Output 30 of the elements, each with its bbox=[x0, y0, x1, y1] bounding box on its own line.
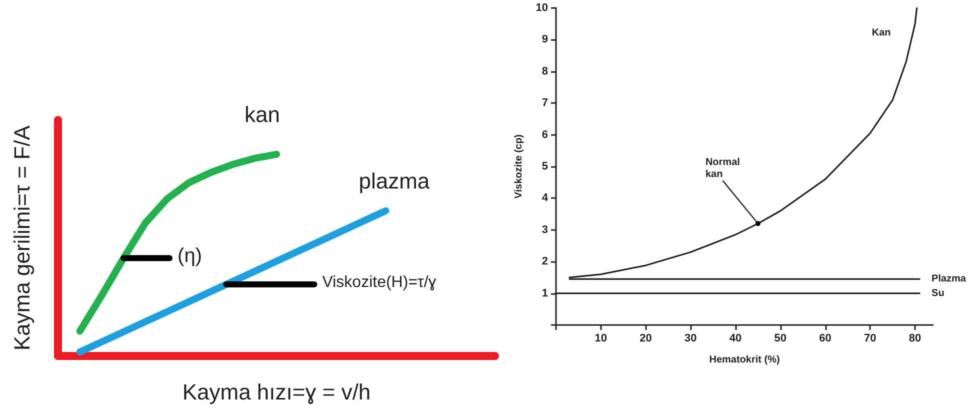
x-tick-label: 20 bbox=[640, 332, 652, 344]
x-tick-label: 70 bbox=[864, 332, 876, 344]
x-axis-title: Kayma hızı=ɣ = v/h bbox=[182, 380, 371, 404]
y-tick-label: 10 bbox=[536, 2, 548, 14]
x-tick-label: 50 bbox=[774, 332, 787, 344]
x-tick-label: 80 bbox=[908, 332, 922, 344]
y-tick-label: 9 bbox=[542, 34, 548, 46]
y-tick-label: 3 bbox=[542, 224, 548, 236]
annotation: (η) bbox=[178, 245, 202, 268]
y-tick-label: 1 bbox=[542, 287, 548, 300]
x-tick-label: 60 bbox=[819, 332, 832, 344]
annotation: Normal kan bbox=[705, 157, 740, 180]
x-tick-label: 10 bbox=[594, 332, 608, 344]
y-tick-label: 2 bbox=[542, 256, 548, 268]
annotation: Viskozite(Η)=τ/ɣ bbox=[322, 274, 436, 291]
x-tick-label: 40 bbox=[729, 332, 742, 344]
y-tick-label: 8 bbox=[542, 65, 548, 78]
series-label: kan bbox=[244, 102, 280, 127]
x-axis-title: Hematokrit (%) bbox=[709, 354, 780, 366]
series-label: Plazma bbox=[932, 274, 966, 285]
x-tick-label: 30 bbox=[684, 332, 697, 344]
y-axis-title: Viskozite (cp) bbox=[514, 134, 524, 199]
y-axis-title: Kayma gerilimi=τ = F/A bbox=[10, 125, 34, 351]
y-tick-label: 5 bbox=[542, 160, 548, 172]
y-tick-label: 4 bbox=[542, 192, 549, 204]
y-tick-label: 6 bbox=[542, 128, 548, 141]
series-label: plazma bbox=[358, 168, 430, 194]
y-tick-label: 7 bbox=[542, 97, 548, 110]
series-label: Su bbox=[932, 288, 944, 299]
text: Kan bbox=[872, 28, 891, 38]
